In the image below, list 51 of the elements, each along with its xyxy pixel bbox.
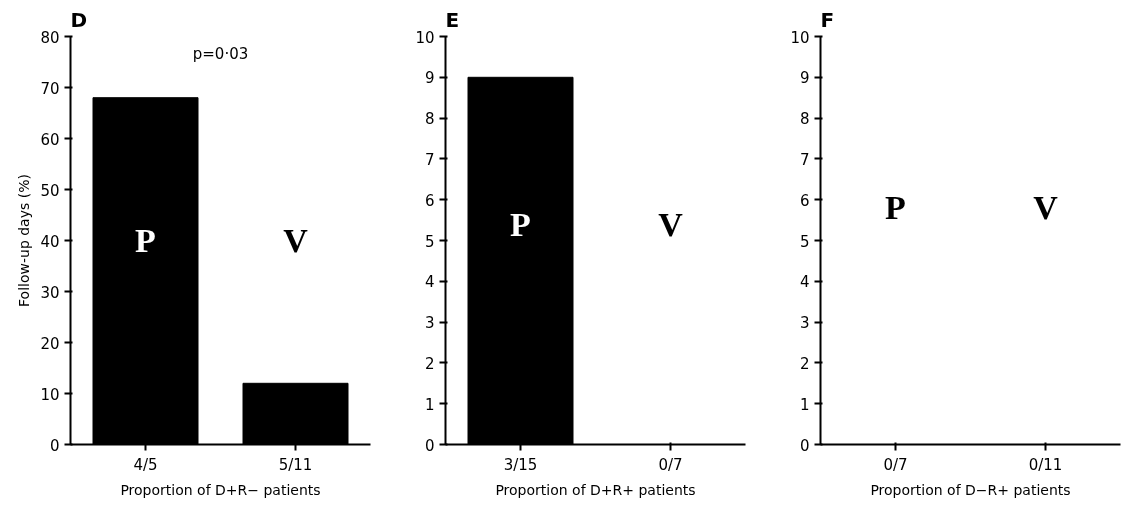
- y-tick-label: 1: [799, 395, 810, 414]
- y-tick-label: 0: [49, 436, 60, 455]
- y-tick-label: 8: [799, 110, 810, 129]
- y-tick-label: 9: [799, 69, 810, 88]
- y-tick-label: 7: [424, 150, 435, 169]
- y-tick-label: 9: [424, 69, 435, 88]
- y-tick-label: 2: [799, 354, 810, 373]
- x-axis-title: Proportion of D+R− patients: [120, 481, 321, 498]
- annotation: V: [1033, 189, 1059, 227]
- y-tick-label: 5: [799, 232, 810, 251]
- x-tick-label: 4/5: [133, 455, 158, 474]
- x-axis-title: Proportion of D+R+ patients: [495, 481, 696, 498]
- y-tick-label: 3: [799, 314, 810, 333]
- y-tick-label: 4: [799, 273, 810, 292]
- y-tick-label: 40: [40, 232, 60, 251]
- y-tick-label: 20: [40, 334, 60, 353]
- y-axis-title: Follow-up days (%): [16, 174, 33, 307]
- x-tick-label: 0/7: [883, 455, 908, 474]
- y-tick-label: 50: [40, 181, 60, 200]
- y-tick-label: 5: [424, 232, 435, 251]
- chart-title: D: [70, 7, 88, 32]
- y-tick-label: 10: [415, 28, 435, 47]
- y-tick-label: 10: [790, 28, 810, 47]
- y-tick-label: 6: [799, 191, 810, 210]
- y-tick-label: 0: [424, 436, 435, 455]
- y-tick-label: 10: [40, 385, 60, 404]
- y-tick-label: 30: [40, 283, 60, 302]
- y-tick-label: 2: [424, 354, 435, 373]
- chart-title: E: [445, 7, 460, 32]
- y-tick-label: 8: [424, 110, 435, 129]
- x-tick-label: 0/11: [1028, 455, 1063, 474]
- y-tick-label: 3: [424, 314, 435, 333]
- y-tick-label: 7: [799, 150, 810, 169]
- annotation: p=0·03: [192, 44, 249, 63]
- annotation: P: [510, 205, 531, 243]
- y-tick-label: 4: [424, 273, 435, 292]
- annotation: V: [283, 222, 309, 259]
- x-axis-title: Proportion of D−R+ patients: [870, 481, 1071, 498]
- y-tick-label: 6: [424, 191, 435, 210]
- annotation: P: [135, 222, 156, 259]
- x-tick-label: 5/11: [278, 455, 313, 474]
- y-tick-label: 1: [424, 395, 435, 414]
- x-tick-label: 3/15: [503, 455, 538, 474]
- y-tick-label: 80: [40, 28, 60, 47]
- chart-title: F: [820, 7, 835, 32]
- annotation: P: [885, 189, 906, 227]
- annotation: V: [658, 205, 684, 243]
- y-tick-label: 0: [799, 436, 810, 455]
- y-tick-label: 70: [40, 79, 60, 98]
- y-tick-label: 60: [40, 130, 60, 149]
- x-tick-label: 0/7: [658, 455, 683, 474]
